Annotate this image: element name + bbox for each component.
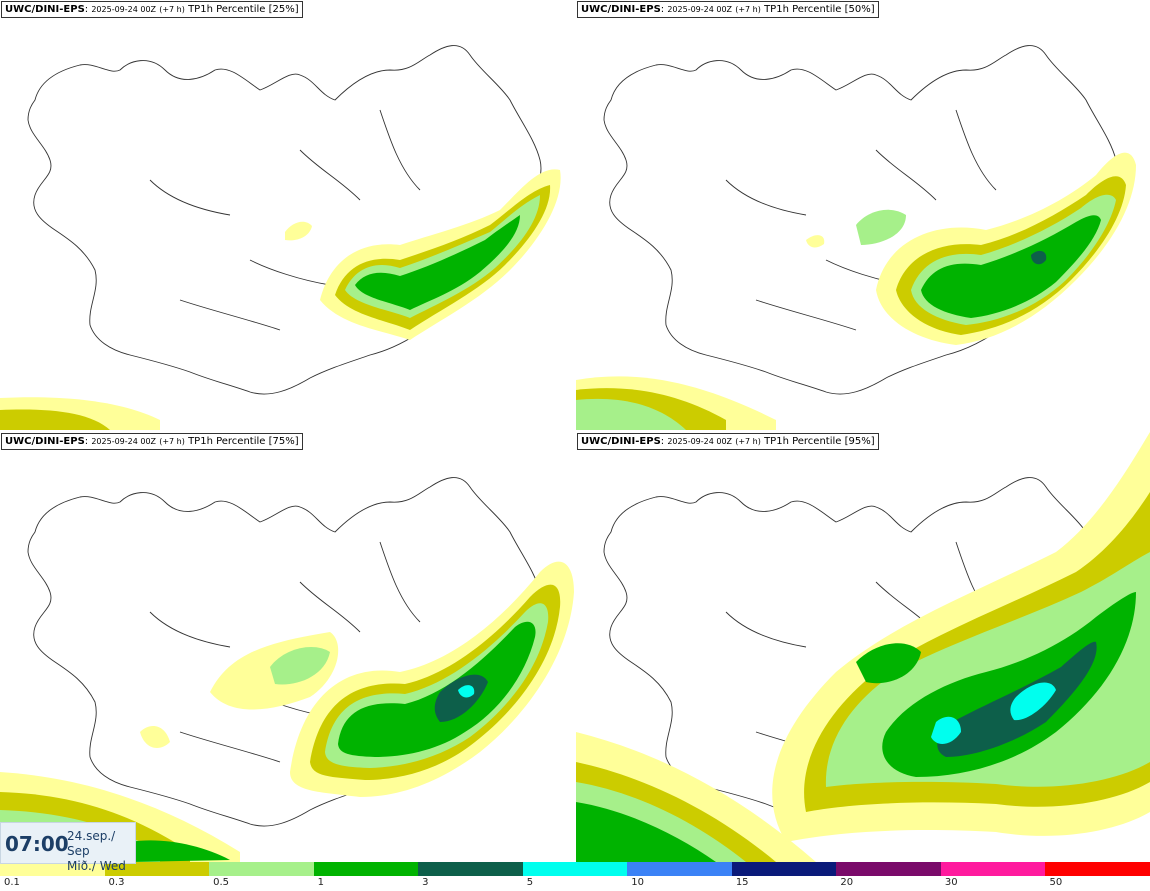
legend-tick-label: 20 — [840, 877, 854, 888]
legend-tick-label: 15 — [735, 877, 749, 888]
map-panel-p25: UWC/DINI-EPS: 2025-09-24 00Z (+7 h) TP1h… — [0, 0, 574, 430]
legend-tick-label: 1 — [317, 877, 324, 888]
legend-tick-label: 0.1 — [4, 877, 20, 888]
valid-time: 07:00 — [5, 832, 69, 856]
legend-swatch — [1045, 862, 1150, 876]
map-panel-p50: UWC/DINI-EPS: 2025-09-24 00Z (+7 h) TP1h… — [576, 0, 1150, 430]
valid-time-box: 07:00 24.sep./ Sep Mið./ Wed — [0, 822, 136, 873]
legend-swatch — [940, 862, 1047, 876]
precip-map — [576, 45, 1136, 430]
panel-title: UWC/DINI-EPS: 2025-09-24 00Z (+7 h) TP1h… — [577, 433, 879, 450]
legend-tick-label: 10 — [631, 877, 644, 888]
legend-swatch — [209, 862, 315, 876]
legend-swatch — [104, 862, 211, 876]
legend-swatch — [522, 862, 629, 876]
precip-map — [0, 477, 574, 862]
legend-swatch — [0, 862, 106, 876]
legend-swatch — [418, 862, 524, 876]
legend-swatch — [313, 862, 420, 876]
precip-areas — [0, 169, 561, 430]
legend-swatch — [731, 862, 838, 876]
legend-tick-label: 0.3 — [108, 877, 125, 888]
map-panel-p95: UWC/DINI-EPS: 2025-09-24 00Z (+7 h) TP1h… — [576, 432, 1150, 862]
legend-tick-label: 0.5 — [213, 877, 229, 888]
legend-tick-label: 5 — [526, 877, 534, 888]
panel-title: UWC/DINI-EPS: 2025-09-24 00Z (+7 h) TP1h… — [1, 433, 303, 450]
legend-tick-label: 50 — [1049, 877, 1063, 888]
color-scale-legend: 0.1 0.3 0.5 1 3 5 10 15 20 30 50 — [0, 862, 1150, 891]
map-panel-p75: UWC/DINI-EPS: 2025-09-24 00Z (+7 h) TP1h… — [0, 432, 574, 862]
legend-swatch — [627, 862, 733, 876]
legend-swatch — [836, 862, 942, 876]
legend-tick-label: 3 — [422, 877, 429, 888]
legend-tick-label: 30 — [944, 877, 958, 888]
precip-map — [0, 45, 561, 430]
panel-title: UWC/DINI-EPS: 2025-09-24 00Z (+7 h) TP1h… — [577, 1, 879, 18]
panel-title: UWC/DINI-EPS: 2025-09-24 00Z (+7 h) TP1h… — [1, 1, 303, 18]
valid-date: 24.sep./ Sep Mið./ Wed — [67, 829, 126, 873]
precip-map — [576, 432, 1150, 862]
